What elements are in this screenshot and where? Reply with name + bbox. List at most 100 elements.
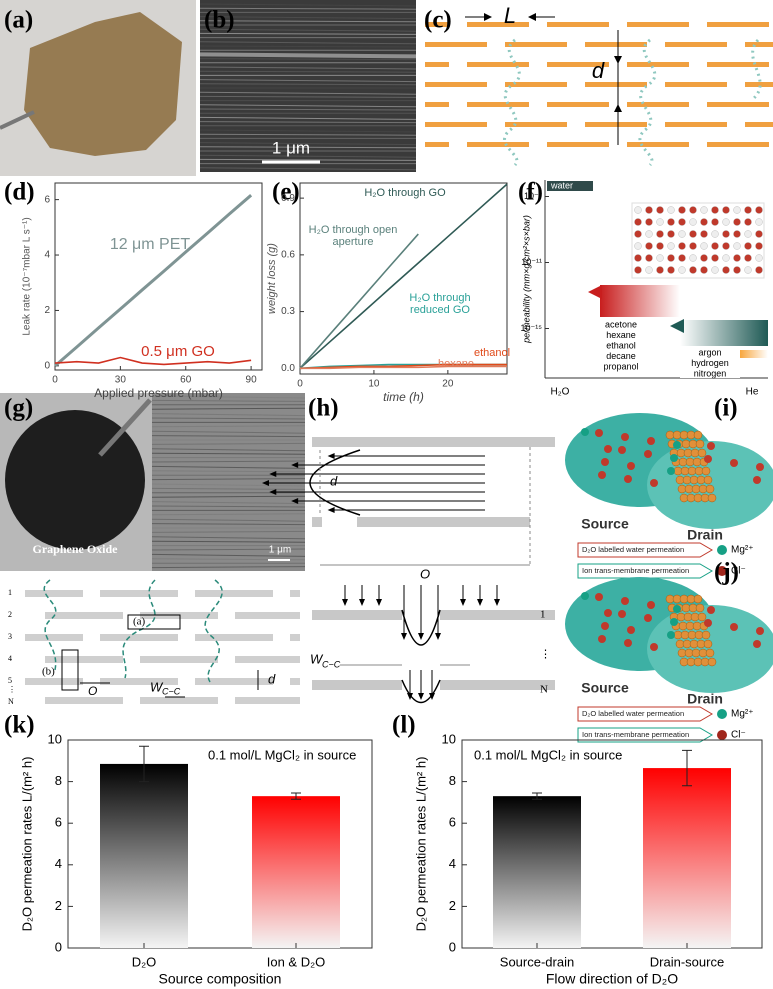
layer [505,122,567,127]
layer [425,62,449,67]
texture [199,32,417,35]
membrane-atom [695,439,705,449]
membrane-atom [707,657,717,667]
label: Drain-source [650,954,724,969]
texture [199,116,417,120]
texture [151,430,306,434]
bar [493,796,581,948]
texture [151,566,306,569]
texture [199,121,417,124]
layer [505,82,567,87]
arrow-box [577,706,713,722]
molecule [656,206,664,214]
ion [670,454,678,462]
arrowhead [342,599,348,606]
texture [199,133,417,136]
path [750,38,762,102]
ion [670,618,678,626]
arrowhead [291,462,299,468]
membrane-atom [697,448,707,458]
label-box: hexane [438,358,474,370]
label: 0.0 [281,363,295,374]
ion [595,593,603,601]
series-line [299,363,507,370]
molecule [711,266,719,274]
molecule [678,254,686,262]
molecule [689,218,697,226]
label: Source composition [159,971,282,987]
ion [673,441,681,449]
arrowhead [435,633,441,640]
label: propanol [603,361,638,371]
label: Drain [687,691,723,707]
sheet [440,610,555,620]
sheet [195,678,273,685]
ion [704,619,712,627]
sheet [440,680,555,690]
range-arrow [600,285,680,317]
arrowhead [327,507,335,513]
label: ethanol [606,340,636,350]
error-bar [682,749,692,787]
texture [151,478,306,481]
label: 4 [44,250,50,261]
legend-marker [717,709,727,719]
texture [199,158,417,161]
legend-marker [717,566,727,576]
molecule [733,242,741,250]
layer [467,22,529,27]
texture [151,442,306,445]
structure [631,202,765,279]
series-line [300,365,507,370]
molecule [689,266,697,274]
molecule [711,254,719,262]
label: Applied pressure (mbar) [94,386,223,400]
arrowhead [376,599,382,606]
ion [598,635,606,643]
arrowhead [484,13,492,21]
sheet [312,680,402,690]
layer [627,142,689,147]
sheet [195,590,273,597]
molecule [689,206,697,214]
sheet [290,634,300,641]
molecule [733,206,741,214]
label: D₂O [132,954,157,969]
label: Source [581,680,629,696]
molecule [744,218,752,226]
molecule [634,230,642,238]
panel-label: (g) [4,395,33,422]
layer [745,122,773,127]
label: argon [698,347,721,357]
label: 3 [8,632,12,641]
label: Ion & D₂O [267,954,326,969]
label: nitrogen [694,368,727,378]
layer [467,62,529,67]
layer [665,82,727,87]
film [24,12,182,156]
texture [199,3,417,7]
ion [601,622,609,630]
label: He [746,387,759,398]
molecule [744,230,752,238]
plot-frame [54,182,263,371]
ion [650,643,658,651]
label: (a) [133,616,146,628]
panel-label: (b) [204,7,235,34]
molecule [700,230,708,238]
ion [581,428,589,436]
texture [151,417,306,420]
label: ⋮ [540,649,551,661]
texture [199,167,417,171]
inset-box [127,614,181,630]
texture [151,505,306,508]
layer [547,142,609,147]
label: permeability (mm×g/cm²×s×bar) [521,215,531,344]
error-bar [139,745,149,783]
molecule [645,266,653,274]
molecule [689,242,697,250]
texture [199,28,417,32]
series-line [299,233,419,369]
texture [199,108,417,111]
membrane-atom [697,612,707,622]
